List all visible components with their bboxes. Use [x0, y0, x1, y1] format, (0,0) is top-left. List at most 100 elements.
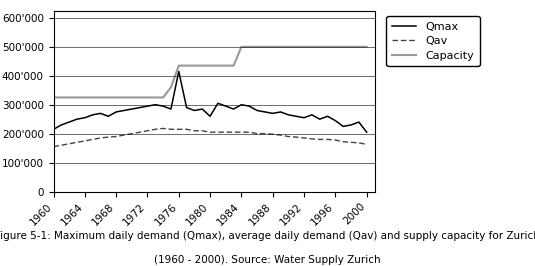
Qav	[168, 128, 174, 131]
Qav	[293, 135, 300, 139]
Qmax	[191, 109, 197, 112]
Qav	[223, 131, 229, 134]
Qav	[309, 137, 315, 140]
Qav	[97, 136, 104, 140]
Qav	[199, 129, 205, 132]
Capacity	[262, 45, 268, 48]
Qav	[363, 143, 370, 146]
Qav	[184, 128, 190, 131]
Qmax	[223, 105, 229, 108]
Capacity	[105, 96, 111, 99]
Qmax	[105, 115, 111, 118]
Qmax	[184, 106, 190, 109]
Text: (1960 - 2000). Source: Water Supply Zurich: (1960 - 2000). Source: Water Supply Zuri…	[154, 255, 381, 265]
Qmax	[121, 109, 127, 112]
Qav	[89, 138, 96, 141]
Qmax	[58, 123, 65, 127]
Qav	[231, 131, 237, 134]
Qav	[215, 131, 221, 134]
Qmax	[262, 110, 268, 114]
Qmax	[348, 123, 354, 127]
Qav	[301, 136, 307, 140]
Capacity	[317, 45, 323, 48]
Qmax	[238, 103, 244, 106]
Line: Capacity: Capacity	[54, 47, 366, 97]
Qmax	[113, 110, 119, 114]
Capacity	[246, 45, 253, 48]
Qav	[277, 134, 284, 137]
Qmax	[285, 113, 292, 117]
Qav	[191, 129, 197, 132]
Capacity	[89, 96, 96, 99]
Qav	[50, 145, 57, 148]
Text: Figure 5-1: Maximum daily demand (Qmax), average daily demand (Qav) and supply c: Figure 5-1: Maximum daily demand (Qmax),…	[0, 231, 535, 242]
Qmax	[97, 112, 104, 115]
Qav	[175, 128, 182, 131]
Capacity	[277, 45, 284, 48]
Qmax	[160, 105, 166, 108]
Capacity	[301, 45, 307, 48]
Capacity	[238, 45, 244, 48]
Qmax	[324, 115, 331, 118]
Qav	[128, 132, 135, 135]
Qmax	[332, 119, 339, 122]
Capacity	[199, 64, 205, 67]
Capacity	[144, 96, 151, 99]
Qmax	[277, 110, 284, 114]
Capacity	[82, 96, 88, 99]
Capacity	[58, 96, 65, 99]
Qmax	[270, 112, 276, 115]
Qav	[332, 138, 339, 142]
Qmax	[66, 120, 72, 124]
Qmax	[363, 131, 370, 134]
Qmax	[231, 107, 237, 111]
Capacity	[66, 96, 72, 99]
Capacity	[184, 64, 190, 67]
Capacity	[74, 96, 80, 99]
Capacity	[293, 45, 300, 48]
Capacity	[309, 45, 315, 48]
Qmax	[128, 107, 135, 111]
Qmax	[293, 115, 300, 118]
Qav	[207, 131, 213, 134]
Qav	[246, 131, 253, 134]
Capacity	[175, 64, 182, 67]
Qav	[113, 135, 119, 138]
Qmax	[175, 70, 182, 73]
Qav	[74, 141, 80, 144]
Qmax	[309, 113, 315, 117]
Legend: Qmax, Qav, Capacity: Qmax, Qav, Capacity	[386, 16, 480, 66]
Capacity	[121, 96, 127, 99]
Qav	[58, 144, 65, 147]
Capacity	[231, 64, 237, 67]
Qav	[317, 138, 323, 141]
Qmax	[199, 107, 205, 111]
Qav	[121, 134, 127, 137]
Qmax	[74, 118, 80, 121]
Capacity	[113, 96, 119, 99]
Capacity	[223, 64, 229, 67]
Capacity	[270, 45, 276, 48]
Qav	[160, 127, 166, 130]
Qmax	[254, 109, 260, 112]
Qmax	[82, 116, 88, 119]
Qav	[238, 131, 244, 134]
Line: Qmax: Qmax	[54, 71, 366, 132]
Capacity	[324, 45, 331, 48]
Qav	[144, 129, 151, 132]
Capacity	[50, 96, 57, 99]
Qmax	[89, 113, 96, 117]
Qmax	[356, 120, 362, 124]
Qav	[254, 132, 260, 135]
Qmax	[152, 103, 158, 106]
Qmax	[144, 105, 151, 108]
Qav	[262, 132, 268, 135]
Capacity	[356, 45, 362, 48]
Qav	[340, 140, 346, 143]
Capacity	[340, 45, 346, 48]
Qav	[324, 138, 331, 141]
Capacity	[207, 64, 213, 67]
Capacity	[160, 96, 166, 99]
Line: Qav: Qav	[54, 128, 366, 147]
Capacity	[215, 64, 221, 67]
